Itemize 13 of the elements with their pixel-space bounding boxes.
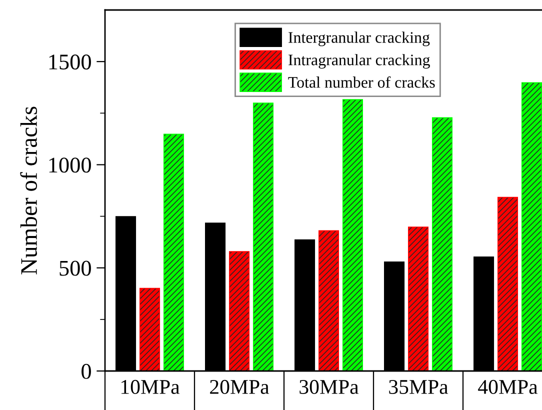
y-axis-title: Number of cracks xyxy=(20,106,38,274)
x-tick-label: 30MPa xyxy=(300,380,359,394)
y-tick-label: 1500 xyxy=(49,54,91,70)
y-tick-label: 1000 xyxy=(49,158,91,173)
legend-label: Total number of cracks xyxy=(288,76,435,88)
legend-label: Intragranular cracking xyxy=(288,54,430,69)
x-tick-label: 40MPa xyxy=(478,380,538,394)
x-tick-label: 35MPa xyxy=(389,380,448,394)
x-tick-label: 20MPa xyxy=(210,380,270,394)
legend-label: Intergranular cracking xyxy=(288,32,430,46)
x-tick-label: 10MPa xyxy=(121,380,180,394)
y-tick-label: 500 xyxy=(60,260,91,276)
y-tick-label: 0 xyxy=(82,364,91,379)
